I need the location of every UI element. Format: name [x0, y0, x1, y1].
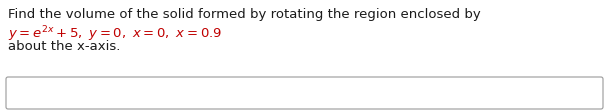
- Text: Find the volume of the solid formed by rotating the region enclosed by: Find the volume of the solid formed by r…: [8, 8, 481, 21]
- FancyBboxPatch shape: [6, 77, 603, 109]
- Text: about the x-axis.: about the x-axis.: [8, 40, 121, 53]
- Text: $y = e^{2x} + 5,\ y = 0,\ x = 0,\ x = 0.9$: $y = e^{2x} + 5,\ y = 0,\ x = 0,\ x = 0.…: [8, 24, 222, 43]
